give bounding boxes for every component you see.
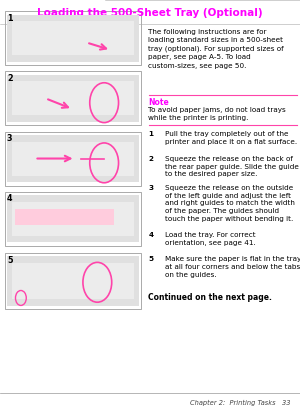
Text: 4: 4 bbox=[148, 232, 154, 238]
Bar bbox=[4, 71, 141, 125]
Text: 5: 5 bbox=[148, 256, 154, 262]
Text: Squeeze the release on the outside
of the left guide and adjust the left
and rig: Squeeze the release on the outside of th… bbox=[165, 185, 295, 222]
Bar bbox=[12, 202, 134, 236]
Bar bbox=[7, 15, 139, 62]
Bar bbox=[4, 253, 141, 309]
Bar bbox=[4, 11, 141, 65]
Text: Make sure the paper is flat in the tray
at all four corners and below the tabs
o: Make sure the paper is flat in the tray … bbox=[165, 256, 300, 278]
Bar bbox=[4, 192, 141, 246]
Text: The following instructions are for
loading standard sizes in a 500-sheet
tray (o: The following instructions are for loadi… bbox=[148, 29, 284, 68]
Text: Pull the tray completely out of the
printer and place it on a flat surface.: Pull the tray completely out of the prin… bbox=[165, 131, 297, 144]
Bar bbox=[15, 209, 114, 225]
Text: 3: 3 bbox=[7, 134, 12, 143]
Text: Load the tray. For correct
orientation, see page 41.: Load the tray. For correct orientation, … bbox=[165, 232, 256, 246]
Text: Squeeze the release on the back of
the rear paper guide. Slide the guide
to the : Squeeze the release on the back of the r… bbox=[165, 156, 299, 178]
Bar bbox=[7, 135, 139, 182]
Bar bbox=[12, 81, 134, 115]
Bar bbox=[7, 75, 139, 122]
Text: Note: Note bbox=[148, 98, 169, 107]
Bar bbox=[0, 0, 300, 25]
Bar bbox=[12, 21, 134, 55]
Text: Continued on the next page.: Continued on the next page. bbox=[148, 293, 272, 302]
Bar bbox=[4, 132, 141, 186]
Text: 1: 1 bbox=[148, 131, 154, 137]
Bar bbox=[12, 263, 134, 299]
Bar bbox=[7, 256, 139, 306]
Text: 2: 2 bbox=[148, 156, 154, 161]
Text: Loading the 500-Sheet Tray (Optional): Loading the 500-Sheet Tray (Optional) bbox=[37, 8, 263, 18]
Text: Chapter 2:  Printing Tasks   33: Chapter 2: Printing Tasks 33 bbox=[190, 400, 291, 405]
Text: 4: 4 bbox=[7, 194, 12, 203]
Text: 2: 2 bbox=[7, 74, 13, 83]
Text: To avoid paper jams, do not load trays
while the printer is printing.: To avoid paper jams, do not load trays w… bbox=[148, 107, 286, 121]
Bar bbox=[12, 142, 134, 176]
Text: 5: 5 bbox=[7, 256, 12, 265]
Text: 3: 3 bbox=[148, 185, 154, 190]
Bar bbox=[7, 195, 139, 242]
Text: 1: 1 bbox=[7, 14, 12, 23]
